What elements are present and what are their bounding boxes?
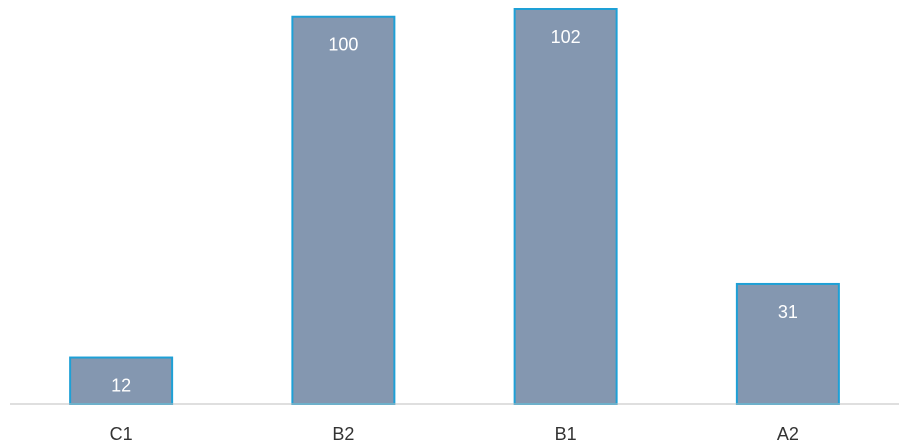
bars-group [69, 8, 840, 406]
x-tick-label-c1: C1 [110, 424, 133, 444]
labels-group: 12 C1 100 B2 102 B1 31 A2 [110, 27, 799, 444]
data-label-a2: 31 [778, 302, 798, 322]
bar-b2 [291, 15, 396, 406]
x-tick-label-b2: B2 [332, 424, 354, 444]
bar-a2 [735, 282, 840, 406]
bar-c1 [69, 356, 174, 406]
data-label-b2: 100 [328, 35, 358, 55]
bar-b1 [513, 8, 618, 405]
x-tick-label-a2: A2 [777, 424, 799, 444]
data-label-b1: 102 [551, 27, 581, 47]
x-tick-label-b1: B1 [555, 424, 577, 444]
data-label-c1: 12 [111, 376, 131, 396]
